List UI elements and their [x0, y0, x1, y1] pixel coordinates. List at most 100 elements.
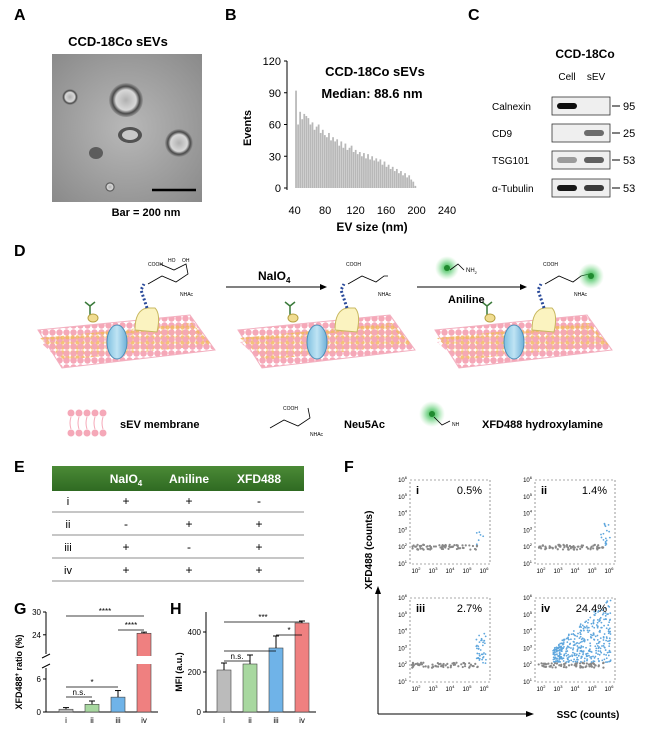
scale-label: Bar = 200 nm: [112, 207, 181, 219]
flow-event: [429, 548, 432, 551]
flow-event: [451, 662, 454, 665]
flow-x-tick: 102: [537, 566, 547, 575]
h-sig-label: n.s.: [231, 652, 244, 661]
flow-x-tick: 106: [605, 684, 615, 693]
nta-x-tick-label: 80: [319, 205, 331, 217]
wb-kda-label: 53: [623, 183, 635, 195]
nta-bar: [385, 166, 388, 188]
flow-event-positive: [595, 652, 598, 654]
flow-event: [545, 663, 548, 666]
flow-event-positive: [553, 647, 556, 649]
flow-event-positive: [567, 656, 570, 659]
flow-event-positive: [609, 659, 612, 662]
flow-event-positive: [565, 652, 567, 655]
flow-event-positive: [478, 652, 481, 655]
flow-event-positive: [584, 621, 587, 624]
flow-event-positive: [576, 645, 579, 647]
flow-event-positive: [587, 618, 590, 621]
flow-event-positive: [596, 625, 599, 628]
panel-label-d: D: [14, 243, 26, 260]
flow-event-positive: [609, 612, 612, 615]
flow-event: [446, 666, 450, 669]
vesicle: [105, 182, 115, 192]
flow-event: [601, 546, 604, 549]
flow-event: [581, 544, 585, 547]
flow-plot-pct: 1.4%: [582, 485, 607, 497]
flow-event: [562, 543, 565, 546]
flow-event: [598, 546, 601, 549]
flow-event-positive: [599, 605, 602, 608]
flow-event: [464, 544, 467, 547]
flow-event: [411, 666, 414, 669]
neu5ac-structure-1: COOH HO OH NHAc: [147, 258, 194, 298]
flow-event-positive: [579, 633, 582, 636]
flow-event: [548, 665, 551, 668]
flow-y-tick: 106: [523, 593, 533, 602]
flow-event: [570, 663, 573, 666]
flow-event-positive: [599, 650, 602, 653]
flow-event-positive: [561, 657, 564, 660]
flow-event-positive: [606, 600, 609, 603]
flow-event: [419, 661, 423, 664]
vesicle: [165, 129, 193, 157]
nta-bar: [319, 132, 322, 188]
flow-event-positive: [599, 637, 602, 640]
flow-event-positive: [558, 654, 561, 657]
flow-event: [411, 661, 415, 664]
nta-bar: [313, 129, 316, 188]
nta-bar: [363, 153, 365, 188]
svg-text:COOH: COOH: [283, 406, 298, 412]
flow-event-positive: [570, 647, 572, 649]
flow-event-positive: [596, 621, 599, 624]
flow-event-positive: [586, 658, 589, 661]
flow-event-positive: [608, 536, 611, 539]
flow-x-tick: 106: [480, 566, 490, 575]
wb-band-sev: [584, 185, 604, 191]
flow-event-positive: [589, 635, 592, 638]
flow-event: [578, 662, 582, 665]
flow-event: [463, 665, 467, 668]
flow-event-positive: [589, 642, 592, 645]
flow-event-positive: [604, 544, 607, 547]
flow-event: [592, 663, 596, 666]
flow-y-tick: 105: [398, 610, 408, 619]
flow-event-positive: [484, 653, 487, 655]
nta-bar: [395, 168, 398, 188]
flow-event: [544, 545, 547, 548]
flow-y-tick: 106: [398, 593, 408, 602]
wb-strip: [551, 178, 611, 198]
h-x-tick-label: iii: [273, 716, 279, 725]
flow-event: [469, 548, 472, 551]
flow-event: [411, 547, 414, 550]
glycan-chain: [139, 283, 149, 309]
flow-y-tick: 102: [523, 660, 533, 669]
flow-event: [446, 662, 449, 665]
flow-event-positive: [558, 643, 560, 646]
panel-c: CCD-18Co Cell sEV Calnexin 95 CD9 25 TSG101 5…: [492, 47, 635, 198]
h-y-tick-label: 200: [188, 668, 202, 677]
flow-event: [450, 545, 454, 549]
flow-event: [566, 546, 570, 549]
flow-event-positive: [567, 636, 569, 639]
svg-text:COOH: COOH: [148, 262, 163, 268]
flow-y-tick: 105: [398, 492, 408, 501]
membrane-1: [37, 301, 216, 369]
g-y-tick-label: 24: [32, 631, 41, 640]
nta-bar: [328, 132, 330, 188]
flow-event-positive: [552, 658, 555, 661]
table-cell: +: [122, 494, 129, 508]
flow-event-positive: [574, 660, 577, 663]
flow-event: [456, 545, 459, 548]
flow-event: [415, 545, 418, 548]
flow-event: [457, 665, 460, 668]
flow-event-positive: [593, 610, 596, 613]
vesicle: [109, 83, 143, 117]
nta-bar: [398, 173, 400, 188]
flow-y-tick: 105: [523, 492, 533, 501]
flow-x-tick: 104: [446, 566, 456, 575]
flow-event: [593, 666, 596, 669]
flow-event-positive: [589, 648, 591, 651]
flow-event-positive: [565, 648, 568, 650]
flow-event: [426, 547, 429, 550]
h-y-tick-label: 0: [197, 708, 202, 717]
